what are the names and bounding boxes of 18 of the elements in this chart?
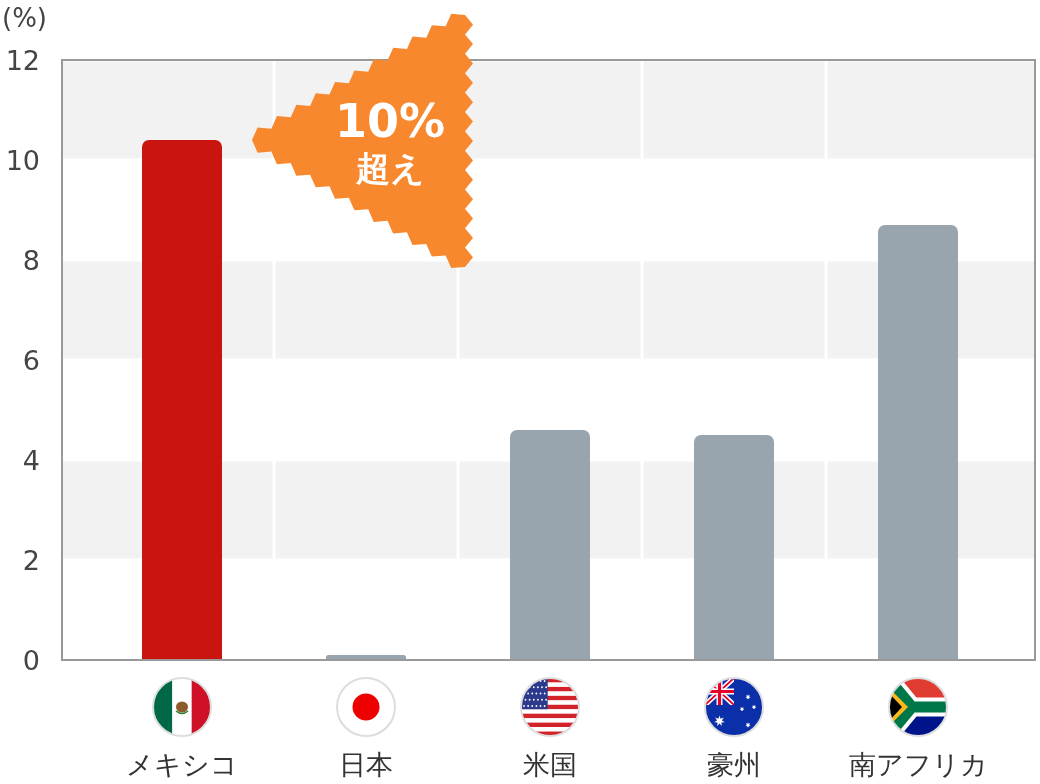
y-tick-label: 8 (22, 244, 40, 276)
bar (694, 435, 774, 660)
bar (142, 140, 222, 660)
y-tick-label: 4 (22, 444, 40, 476)
annotation: 10% 超え (334, 94, 446, 188)
x-tick-label: 南アフリカ (848, 749, 988, 780)
y-tick-label: 6 (22, 344, 40, 376)
bar (510, 430, 590, 660)
y-axis-title: (%) (2, 3, 47, 33)
x-tick-label: メキシコ (126, 749, 238, 780)
x-tick-label: 豪州 (707, 749, 761, 780)
y-tick-label: 0 (22, 644, 40, 676)
y-tick-label: 10 (5, 144, 40, 176)
y-tick-label: 12 (5, 44, 40, 76)
x-tick-label: 日本 (339, 749, 393, 780)
x-tick-label: 米国 (523, 749, 577, 780)
y-tick-label: 2 (22, 544, 40, 576)
bar (878, 225, 958, 660)
